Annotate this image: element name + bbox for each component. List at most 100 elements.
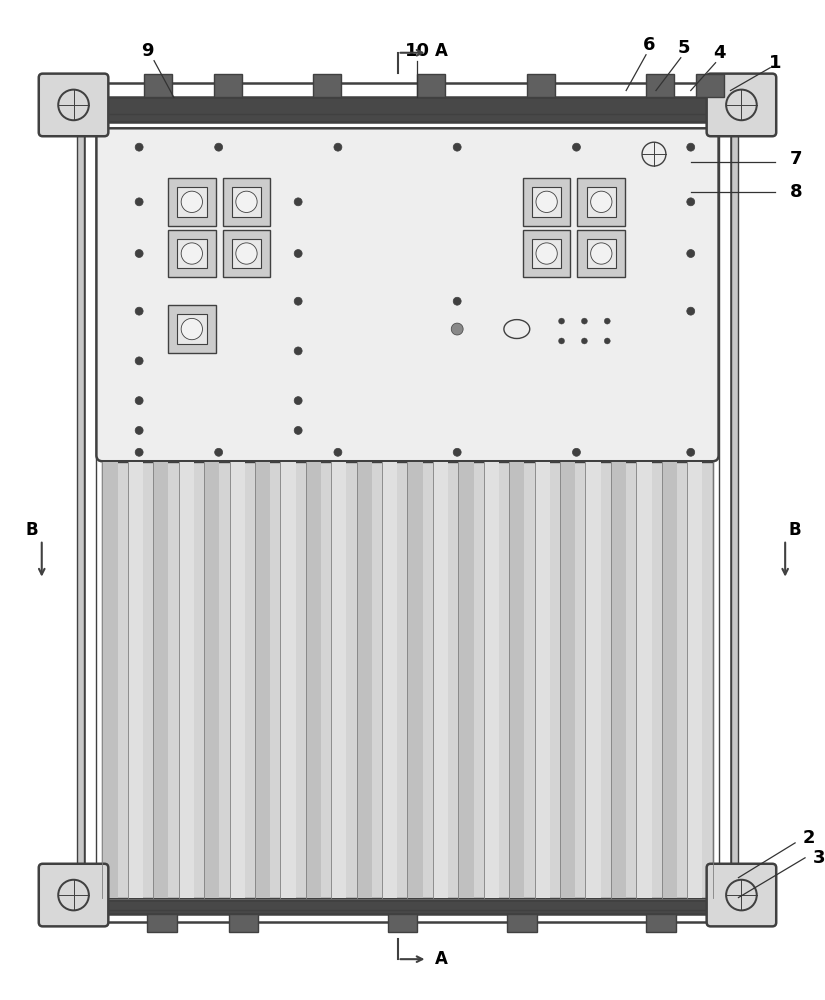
- Bar: [223, 178, 271, 226]
- Circle shape: [591, 191, 612, 212]
- Bar: [229, 462, 245, 898]
- Circle shape: [135, 250, 143, 257]
- Bar: [532, 187, 562, 217]
- Bar: [223, 230, 271, 277]
- Bar: [560, 462, 575, 898]
- Text: 6: 6: [643, 36, 655, 54]
- Circle shape: [135, 426, 143, 434]
- Circle shape: [135, 198, 143, 206]
- Bar: [610, 462, 626, 898]
- Bar: [730, 91, 738, 914]
- Bar: [532, 239, 562, 268]
- Text: 3: 3: [813, 849, 825, 867]
- Text: 1: 1: [769, 54, 781, 72]
- FancyBboxPatch shape: [97, 128, 719, 461]
- Circle shape: [135, 357, 143, 365]
- Circle shape: [453, 297, 461, 305]
- Bar: [147, 914, 177, 932]
- Bar: [144, 74, 172, 97]
- Bar: [587, 239, 616, 268]
- Circle shape: [582, 318, 587, 324]
- Circle shape: [536, 243, 557, 264]
- Bar: [646, 74, 674, 97]
- Circle shape: [236, 191, 257, 212]
- Bar: [687, 462, 702, 898]
- Circle shape: [582, 338, 587, 344]
- Bar: [523, 230, 571, 277]
- Circle shape: [295, 297, 302, 305]
- Bar: [417, 74, 446, 97]
- Text: B: B: [789, 521, 801, 539]
- Circle shape: [236, 243, 257, 264]
- Circle shape: [135, 448, 143, 456]
- Bar: [356, 462, 372, 898]
- Bar: [313, 74, 341, 97]
- Bar: [408, 462, 422, 898]
- Circle shape: [295, 397, 302, 405]
- Circle shape: [135, 143, 143, 151]
- Bar: [153, 462, 168, 898]
- Bar: [280, 462, 295, 898]
- Bar: [578, 178, 625, 226]
- Bar: [177, 239, 206, 268]
- FancyBboxPatch shape: [707, 864, 776, 926]
- Circle shape: [591, 243, 612, 264]
- Text: 8: 8: [790, 183, 803, 201]
- FancyBboxPatch shape: [39, 74, 108, 136]
- Bar: [128, 462, 143, 898]
- Circle shape: [182, 243, 202, 264]
- Circle shape: [686, 448, 695, 456]
- Bar: [523, 178, 571, 226]
- Bar: [382, 462, 398, 898]
- Circle shape: [686, 143, 695, 151]
- Bar: [578, 230, 625, 277]
- Circle shape: [214, 143, 223, 151]
- Bar: [214, 74, 242, 97]
- Text: 7: 7: [790, 150, 803, 168]
- Circle shape: [453, 448, 461, 456]
- Circle shape: [573, 448, 581, 456]
- Circle shape: [295, 198, 302, 206]
- Bar: [526, 74, 554, 97]
- Bar: [102, 462, 118, 898]
- Circle shape: [295, 347, 302, 355]
- Bar: [662, 462, 677, 898]
- Circle shape: [334, 143, 342, 151]
- Bar: [232, 239, 262, 268]
- Circle shape: [334, 448, 342, 456]
- Bar: [232, 187, 262, 217]
- Bar: [179, 462, 194, 898]
- Text: B: B: [26, 521, 38, 539]
- Circle shape: [604, 318, 610, 324]
- Bar: [168, 305, 215, 353]
- Text: A: A: [436, 950, 448, 968]
- Bar: [695, 74, 724, 97]
- Circle shape: [559, 318, 564, 324]
- Circle shape: [214, 448, 223, 456]
- Bar: [84, 900, 730, 914]
- Text: 4: 4: [714, 44, 726, 62]
- Circle shape: [182, 191, 202, 212]
- Bar: [509, 462, 525, 898]
- Circle shape: [182, 318, 202, 340]
- Bar: [331, 462, 346, 898]
- FancyBboxPatch shape: [39, 864, 108, 926]
- Bar: [586, 462, 601, 898]
- Circle shape: [451, 323, 463, 335]
- Bar: [306, 462, 321, 898]
- Bar: [177, 314, 206, 344]
- Circle shape: [604, 338, 610, 344]
- Bar: [636, 462, 652, 898]
- Circle shape: [295, 250, 302, 257]
- Bar: [84, 83, 730, 922]
- Circle shape: [686, 307, 695, 315]
- Bar: [255, 462, 270, 898]
- Bar: [97, 114, 719, 910]
- Bar: [483, 462, 499, 898]
- Circle shape: [135, 307, 143, 315]
- Bar: [77, 91, 84, 914]
- Circle shape: [453, 143, 461, 151]
- Bar: [204, 462, 219, 898]
- Text: A: A: [436, 42, 448, 60]
- Text: 9: 9: [141, 42, 153, 60]
